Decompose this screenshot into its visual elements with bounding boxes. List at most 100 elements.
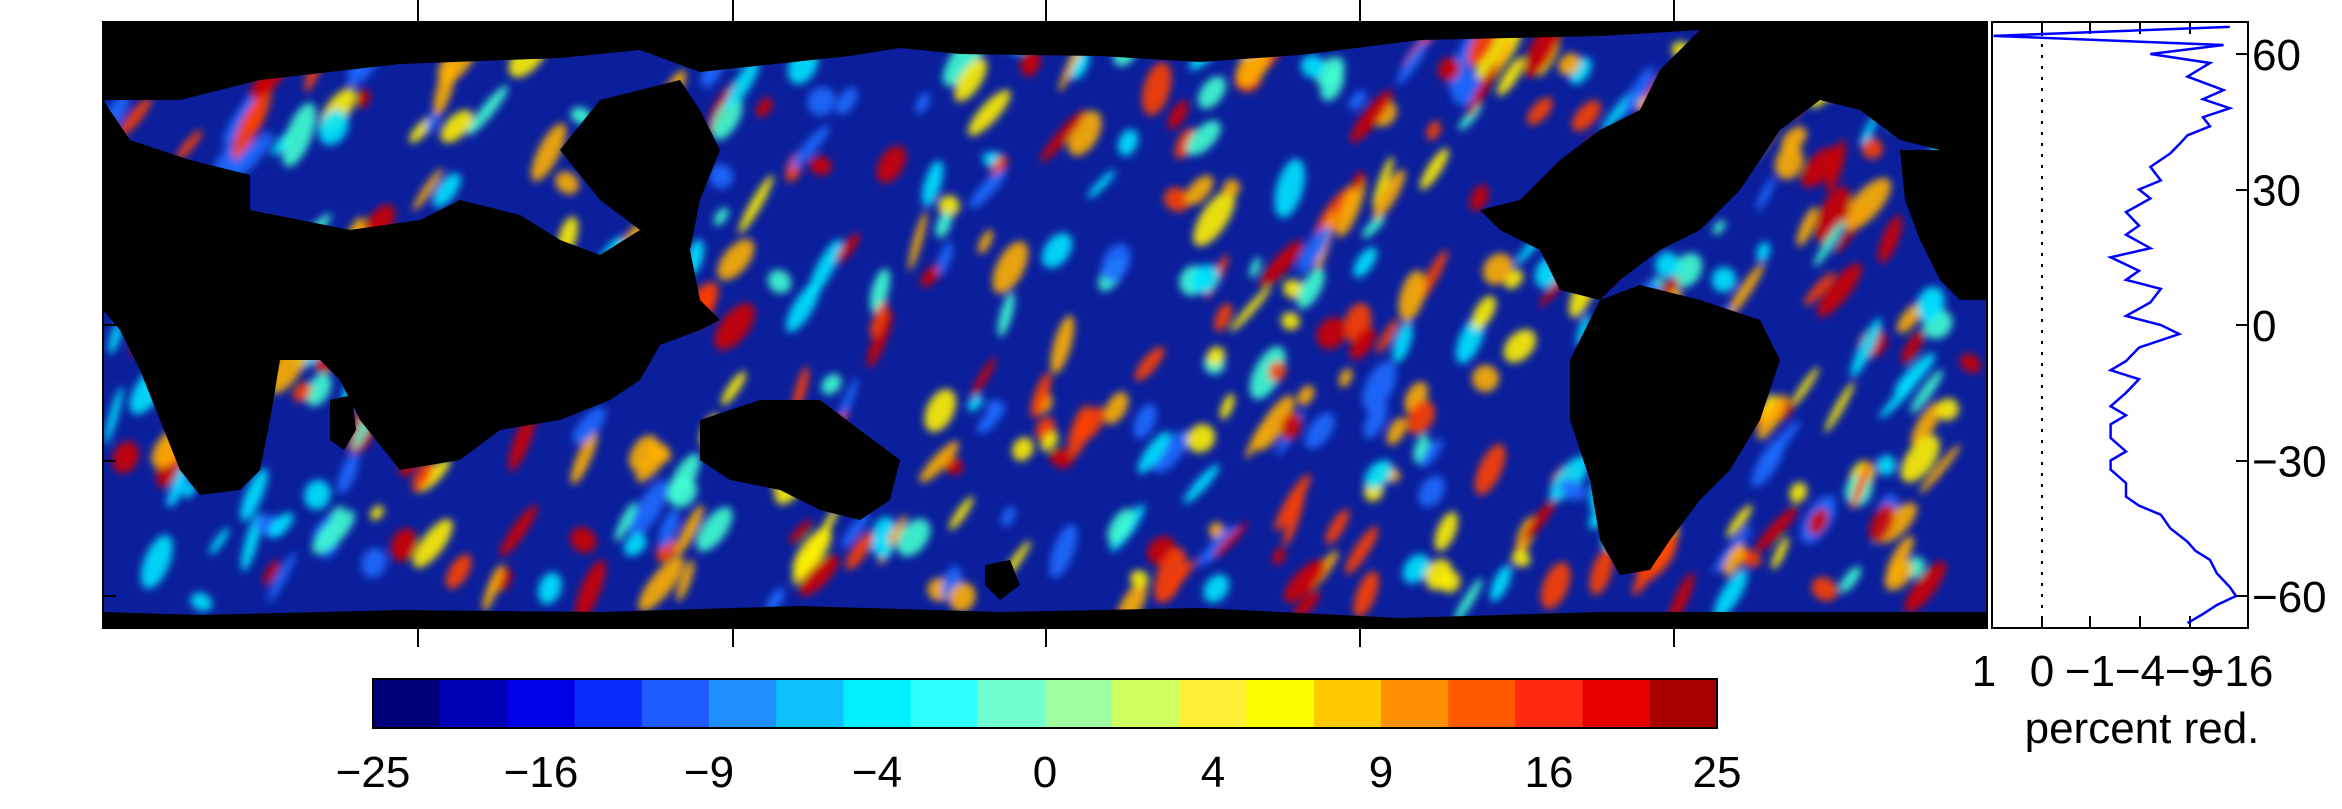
hotspot [1712, 220, 1726, 235]
hotspot [555, 171, 579, 195]
hotspot [867, 310, 893, 368]
hotspot [1467, 62, 1498, 117]
hotspot [1203, 574, 1230, 603]
hotspot [1353, 247, 1377, 278]
hotspot [1526, 97, 1553, 125]
colorbar-segment [641, 679, 710, 728]
hotspot [1790, 366, 1820, 408]
hotspot [305, 373, 332, 407]
hotspot [836, 233, 860, 263]
land-australia [700, 400, 900, 520]
hotspot [1438, 570, 1461, 593]
hotspot [821, 374, 842, 395]
hotspot [425, 110, 440, 133]
colorbar-tick-label: 25 [1693, 748, 1742, 797]
hotspot [232, 101, 262, 160]
colorbar-tick-label: 16 [1525, 748, 1574, 797]
land-south-america [1570, 285, 1780, 575]
hotspot [1376, 318, 1399, 354]
colorbar-segment [1649, 679, 1718, 728]
hotspot [871, 537, 893, 559]
hotspot [1153, 547, 1187, 604]
hotspot [1040, 110, 1085, 163]
hotspot [1163, 187, 1190, 212]
hotspot [756, 97, 773, 118]
colorbar-segment [1448, 679, 1516, 728]
hotspot [1503, 329, 1537, 363]
hotspot [977, 229, 994, 254]
hotspot [1255, 395, 1295, 451]
hotspot [1281, 312, 1300, 330]
hotspot [312, 510, 355, 555]
hotspot [1185, 175, 1214, 206]
hotspot [977, 409, 1000, 434]
hotspot [433, 62, 456, 116]
hotspot [1208, 522, 1224, 539]
hotspot [1497, 56, 1525, 96]
hotspot [676, 559, 695, 602]
hotspot [1349, 327, 1376, 360]
hotspot [1230, 286, 1271, 332]
colorbar-segment [1045, 679, 1113, 728]
hotspot [1274, 474, 1311, 531]
hotspot [1406, 400, 1435, 435]
hotspot [1214, 303, 1233, 332]
hotspot [1726, 504, 1753, 538]
hotspot [1860, 113, 1878, 146]
hotspot [791, 125, 830, 169]
hotspot [1134, 346, 1165, 381]
colorbar-segment [843, 679, 912, 728]
hotspot [1655, 251, 1679, 278]
colorbar-segments [373, 679, 1718, 728]
colorbar-segment [1179, 679, 1248, 728]
hotspot [1249, 257, 1261, 279]
hotspot [412, 518, 453, 568]
hotspot [1297, 268, 1325, 309]
hotspot [1901, 330, 1924, 364]
hotspot [967, 395, 983, 412]
hotspot [1137, 431, 1171, 474]
colorbar-segment [1582, 679, 1651, 728]
hotspot [411, 460, 434, 493]
hotspot [538, 572, 562, 605]
hotspot [1490, 565, 1512, 602]
hotspot [141, 534, 173, 589]
hotspot [1789, 482, 1808, 503]
hotspot [1372, 156, 1394, 208]
hotspot [786, 282, 820, 333]
hotspot [1420, 438, 1443, 468]
hotspot [1808, 508, 1829, 536]
hotspot [949, 582, 976, 613]
hotspot [935, 212, 952, 238]
hotspot [1297, 385, 1315, 406]
hotspot [924, 388, 957, 433]
hotspot [1305, 412, 1335, 449]
hotspot [908, 211, 928, 271]
hotspot [1213, 522, 1248, 558]
profile-y-tick-label: 0 [2252, 302, 2276, 351]
hotspot [708, 164, 734, 189]
hotspot [1206, 346, 1226, 366]
hotspot [1197, 76, 1226, 109]
hotspot [841, 511, 870, 548]
hotspot [1049, 448, 1074, 468]
profile-y-tick-label: 30 [2252, 167, 2301, 216]
hotspot [1850, 460, 1871, 510]
hotspot [1087, 170, 1116, 199]
profile-x-tick-labels: 1 0 −1 −4 −9−16 [1972, 647, 2274, 696]
hotspot [629, 480, 669, 538]
map-ticks [103, 0, 1675, 647]
hotspot [1398, 270, 1426, 322]
hotspot [1771, 536, 1789, 570]
hotspot [1259, 240, 1304, 288]
hotspot [789, 519, 812, 544]
hotspot [1107, 508, 1134, 544]
colorbar-segment [910, 679, 979, 728]
profile-y-tick-label: −60 [2252, 573, 2327, 622]
land-asia [560, 80, 720, 250]
hotspot [318, 109, 349, 145]
colorbar-tick-label: −9 [684, 748, 734, 797]
hotspot [1117, 129, 1139, 156]
colorbar-frame [372, 678, 1718, 729]
